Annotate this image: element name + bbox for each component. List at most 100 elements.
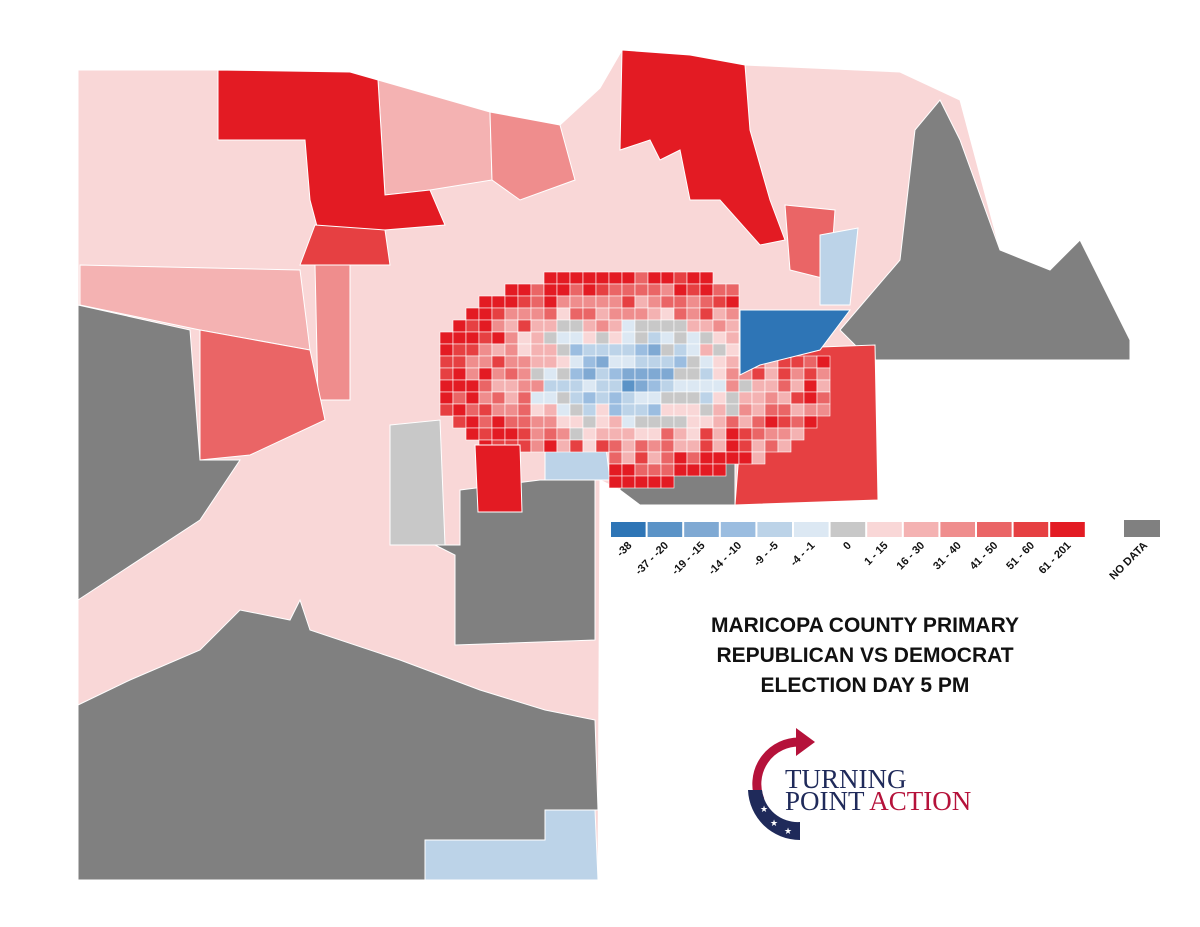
precinct <box>595 331 610 345</box>
precinct <box>621 283 636 297</box>
precinct <box>621 367 636 381</box>
precinct <box>686 331 701 345</box>
precinct <box>530 379 545 393</box>
precinct <box>660 379 675 393</box>
precinct <box>777 415 792 429</box>
precinct <box>647 271 662 285</box>
precinct <box>686 427 701 441</box>
precinct <box>478 331 493 345</box>
precinct <box>712 391 727 405</box>
logo-shield <box>748 790 800 840</box>
precinct <box>699 307 714 321</box>
precinct <box>686 451 701 465</box>
precinct <box>699 391 714 405</box>
precinct <box>647 307 662 321</box>
precinct <box>699 343 714 357</box>
precinct <box>803 403 818 417</box>
precinct <box>608 295 623 309</box>
precinct <box>439 403 454 417</box>
precinct <box>686 439 701 453</box>
precinct <box>517 343 532 357</box>
precinct <box>478 343 493 357</box>
precinct <box>634 271 649 285</box>
precinct <box>803 415 818 429</box>
precinct <box>452 415 467 429</box>
precinct <box>478 307 493 321</box>
precinct <box>491 427 506 441</box>
precinct <box>712 283 727 297</box>
precinct <box>621 319 636 333</box>
precinct <box>725 343 740 357</box>
precinct <box>725 295 740 309</box>
precinct <box>673 343 688 357</box>
precinct <box>595 283 610 297</box>
precinct <box>569 307 584 321</box>
logo-star: ★ <box>770 818 778 828</box>
precinct <box>517 319 532 333</box>
precinct <box>699 439 714 453</box>
precinct <box>478 367 493 381</box>
precinct <box>478 427 493 441</box>
precinct <box>673 427 688 441</box>
precinct <box>699 463 714 477</box>
precinct <box>647 355 662 369</box>
region <box>424 809 599 881</box>
precinct <box>673 439 688 453</box>
precinct <box>712 379 727 393</box>
precinct <box>751 451 766 465</box>
precinct <box>608 415 623 429</box>
precinct <box>569 379 584 393</box>
precinct <box>764 379 779 393</box>
precinct <box>647 391 662 405</box>
precinct <box>543 379 558 393</box>
precinct <box>530 439 545 453</box>
legend-swatch <box>611 522 646 537</box>
region <box>314 264 351 401</box>
precinct <box>608 331 623 345</box>
precinct <box>660 295 675 309</box>
precinct <box>660 439 675 453</box>
precinct <box>491 379 506 393</box>
precinct <box>595 271 610 285</box>
precinct <box>699 283 714 297</box>
precinct <box>556 427 571 441</box>
precinct <box>777 391 792 405</box>
precinct <box>543 367 558 381</box>
precinct <box>530 295 545 309</box>
precinct <box>608 271 623 285</box>
logo-text: TURNING <box>785 764 907 794</box>
precinct <box>686 415 701 429</box>
precinct <box>816 367 831 381</box>
precinct <box>608 307 623 321</box>
precinct <box>517 403 532 417</box>
precinct <box>556 439 571 453</box>
precinct <box>673 271 688 285</box>
precinct <box>556 391 571 405</box>
precinct <box>582 367 597 381</box>
precinct <box>673 451 688 465</box>
precinct <box>582 415 597 429</box>
precinct <box>491 343 506 357</box>
logo-text: ACTION <box>869 786 971 816</box>
precinct <box>686 463 701 477</box>
precinct <box>634 463 649 477</box>
precinct <box>725 319 740 333</box>
precinct <box>465 403 480 417</box>
precinct <box>738 427 753 441</box>
precinct <box>816 379 831 393</box>
region <box>839 99 1131 361</box>
precinct <box>608 355 623 369</box>
legend-swatch <box>647 522 683 537</box>
precinct <box>608 343 623 357</box>
precinct <box>738 379 753 393</box>
precinct <box>556 319 571 333</box>
precinct <box>517 307 532 321</box>
legend-swatch <box>1124 520 1160 537</box>
precinct <box>725 439 740 453</box>
precinct <box>712 439 727 453</box>
precinct <box>569 355 584 369</box>
precinct <box>621 415 636 429</box>
precinct <box>569 271 584 285</box>
precinct <box>504 415 519 429</box>
